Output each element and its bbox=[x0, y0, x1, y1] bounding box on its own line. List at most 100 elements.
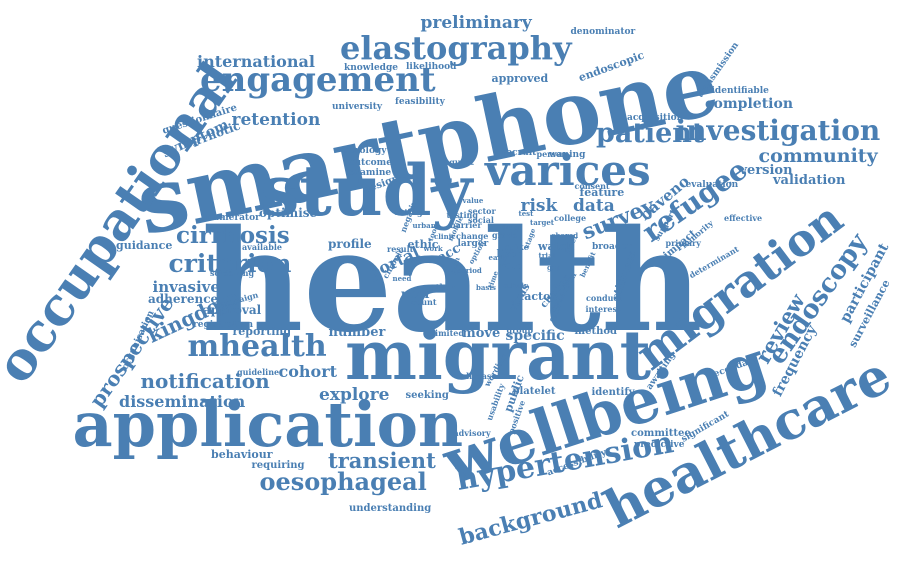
word-feature: feature bbox=[579, 185, 625, 199]
word-varices: varices bbox=[485, 146, 651, 195]
word-specific: specific bbox=[505, 328, 565, 344]
word-value: value bbox=[462, 195, 484, 205]
word-gene: gene bbox=[410, 253, 430, 263]
word-trial: trial bbox=[538, 250, 556, 260]
word-rate: rate bbox=[499, 261, 523, 272]
word-registration: registration bbox=[193, 319, 254, 330]
word-social: social bbox=[468, 215, 494, 225]
word-larger: larger bbox=[457, 238, 489, 249]
word-effective: effective bbox=[724, 213, 763, 223]
word-advisory: advisory bbox=[453, 428, 491, 438]
word-cohort: cohort bbox=[278, 362, 338, 381]
word-migrant: migrant bbox=[345, 316, 652, 396]
word-oesophageal: oesophageal bbox=[259, 467, 427, 496]
word-engagement: engagement bbox=[200, 60, 436, 100]
word-test: test bbox=[518, 208, 534, 218]
word-likelihood: likelihood bbox=[406, 61, 457, 72]
word-optimise: optimise bbox=[259, 206, 318, 220]
word-method: method bbox=[574, 326, 618, 337]
word-serology: serology bbox=[344, 145, 387, 156]
word-shared: shared bbox=[551, 230, 579, 240]
word-committee: committee bbox=[631, 428, 691, 439]
word-group: group bbox=[506, 325, 534, 335]
word-early: early bbox=[488, 252, 508, 262]
word-data: data bbox=[573, 195, 615, 216]
word-grade: grade bbox=[492, 230, 518, 240]
word-acquisition: acquisition bbox=[627, 112, 684, 123]
word-peer: peer bbox=[401, 287, 431, 301]
word-approval: approval bbox=[203, 303, 262, 317]
word-available: available bbox=[242, 242, 282, 252]
word-gap: gap bbox=[547, 262, 562, 272]
word-conduct: conduct bbox=[586, 293, 622, 303]
word-preliminary: preliminary bbox=[420, 12, 532, 33]
word-factor: factor bbox=[519, 289, 557, 303]
word-recruit: recruit bbox=[501, 147, 537, 158]
word-platelet: platelet bbox=[512, 386, 556, 397]
word-college: college bbox=[554, 213, 587, 223]
word-application: application bbox=[72, 388, 464, 461]
word-international: international bbox=[197, 52, 315, 71]
word-period: period bbox=[456, 265, 482, 275]
word-investigation: investigation bbox=[675, 114, 881, 147]
word-identify: identify bbox=[591, 387, 635, 398]
word-drug: drug bbox=[500, 222, 520, 232]
word-count: count bbox=[411, 297, 437, 307]
word-urban: urban bbox=[412, 220, 436, 230]
word-work: work bbox=[423, 243, 443, 253]
word-screening: screening bbox=[210, 268, 255, 278]
word-person: person bbox=[536, 149, 568, 159]
word-behaviour: behaviour bbox=[211, 447, 273, 461]
word-change: change bbox=[456, 231, 489, 241]
word-notification: notification bbox=[140, 369, 270, 393]
word-guideline: guideline bbox=[237, 367, 280, 377]
word-primary: primary bbox=[665, 238, 701, 248]
word-requiring: requiring bbox=[251, 460, 305, 471]
word-request: request bbox=[440, 157, 475, 167]
word-basis: basis bbox=[476, 282, 496, 292]
word-barrier: barrier bbox=[450, 220, 482, 230]
word-study: study bbox=[260, 149, 473, 232]
word-retention: retention bbox=[231, 109, 321, 130]
word-guidance: guidance bbox=[116, 238, 173, 252]
word-cirrhosis: cirrhosis bbox=[176, 221, 290, 249]
word-gather: gather bbox=[425, 282, 455, 292]
word-clinic: clinic bbox=[434, 231, 456, 241]
word-elastography: elastography bbox=[340, 29, 572, 67]
word-health: health bbox=[201, 200, 703, 364]
word-move: move bbox=[462, 325, 501, 341]
word-approved: approved bbox=[491, 71, 549, 85]
word-denominator: denominator bbox=[570, 26, 636, 37]
word-outcome: outcome bbox=[348, 157, 392, 168]
word-university: university bbox=[332, 101, 383, 112]
word-need: need bbox=[392, 273, 412, 283]
word-spike: spike bbox=[505, 242, 529, 252]
word-watch: watch bbox=[538, 239, 575, 253]
word-background: background bbox=[455, 487, 605, 551]
word-profile: profile bbox=[328, 237, 372, 251]
word-invasive: invasive bbox=[152, 277, 220, 296]
word-ethic: ethic bbox=[407, 237, 439, 251]
word-patient: patient bbox=[596, 117, 705, 149]
word-liver: liver bbox=[496, 249, 522, 260]
word-consent: consent bbox=[574, 181, 610, 191]
word-knowledge: knowledge bbox=[344, 62, 398, 73]
word-rating: rating bbox=[395, 207, 423, 217]
word-completion: completion bbox=[705, 96, 793, 112]
word-target: target bbox=[530, 217, 555, 227]
word-risk: risk bbox=[520, 195, 558, 216]
word-sector: sector bbox=[468, 206, 496, 216]
word-waning: waning bbox=[549, 149, 586, 160]
word-predictive: predictive bbox=[634, 439, 685, 450]
word-dissemination: dissemination bbox=[119, 392, 246, 411]
word-seeking: seeking bbox=[405, 390, 449, 401]
word-interest: interest bbox=[585, 304, 621, 314]
word-ethnic: ethnic bbox=[503, 280, 529, 290]
word-result: result bbox=[387, 244, 414, 254]
word-reporting: reporting bbox=[232, 324, 292, 338]
word-adherence: adherence bbox=[148, 292, 219, 306]
word-number: number bbox=[328, 324, 386, 340]
word-mhealth: mhealth bbox=[187, 329, 327, 364]
word-disease: disease bbox=[463, 371, 497, 381]
